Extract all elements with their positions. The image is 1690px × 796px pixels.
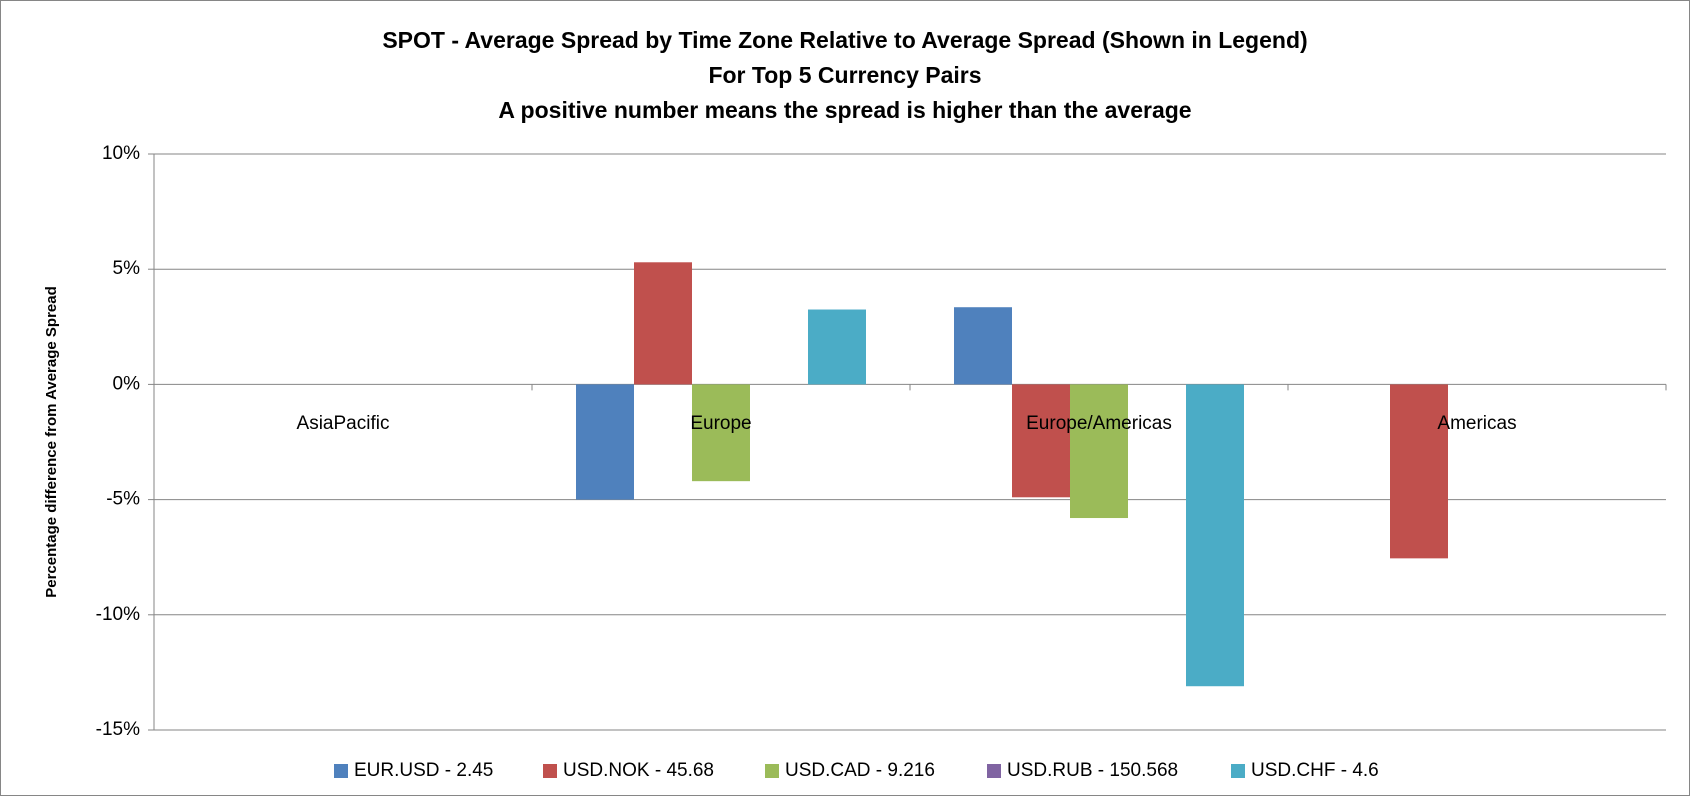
legend-swatch	[543, 764, 557, 778]
legend-swatch	[1231, 764, 1245, 778]
bar	[1390, 384, 1448, 559]
bar	[1012, 384, 1070, 498]
legend-label: USD.NOK - 45.68	[563, 760, 714, 781]
legend-swatch	[987, 764, 1001, 778]
y-tick-label: 0%	[113, 373, 141, 394]
chart-subtitle: A positive number means the spread is hi…	[498, 97, 1191, 123]
y-tick-label: 5%	[113, 258, 141, 279]
x-tick-label: Europe/Americas	[1026, 413, 1172, 434]
bar	[576, 384, 634, 500]
chart-subtitle: For Top 5 Currency Pairs	[708, 62, 981, 88]
legend-label: USD.CHF - 4.6	[1251, 760, 1379, 781]
y-axis-label: Percentage difference from Average Sprea…	[43, 286, 60, 598]
legend-swatch	[765, 764, 779, 778]
y-tick-label: -10%	[96, 604, 140, 625]
bar	[692, 384, 750, 482]
chart-title: SPOT - Average Spread by Time Zone Relat…	[382, 27, 1307, 53]
bar	[634, 262, 692, 385]
bar	[1186, 384, 1244, 687]
legend-label: EUR.USD - 2.45	[354, 760, 493, 781]
y-tick-label: -15%	[96, 719, 140, 740]
legend-label: USD.CAD - 9.216	[785, 760, 935, 781]
x-tick-label: Americas	[1437, 413, 1516, 434]
legend-swatch	[334, 764, 348, 778]
bar	[954, 307, 1012, 385]
bar	[1070, 384, 1128, 519]
legend-label: USD.RUB - 150.568	[1007, 760, 1178, 781]
x-tick-label: Europe	[690, 413, 751, 434]
bar	[808, 309, 866, 385]
y-tick-label: -5%	[106, 489, 140, 510]
x-tick-label: AsiaPacific	[297, 413, 390, 434]
y-tick-label: 10%	[102, 143, 140, 164]
